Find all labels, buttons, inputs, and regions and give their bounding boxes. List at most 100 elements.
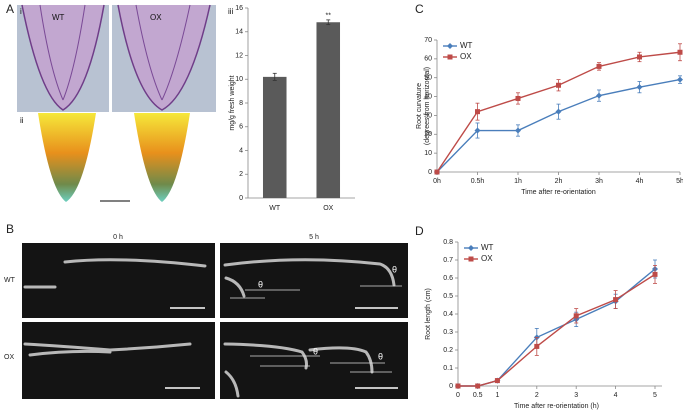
y-tick-label: 50 [424, 75, 432, 82]
legend-label: OX [481, 254, 493, 263]
y-axis-label: mg/g fresh weight [229, 75, 236, 130]
y-tick-label: 0 [428, 169, 432, 176]
marker [434, 169, 440, 175]
y-tick-label: 10 [235, 76, 243, 83]
y-tick-label: 12 [235, 52, 243, 59]
time-label: 0 h [113, 234, 123, 241]
legend-marker [447, 54, 453, 60]
x-tick-label: 4 [614, 392, 618, 399]
x-tick-label: 2 [535, 392, 539, 399]
angle-label: θ [258, 279, 263, 289]
significance: ** [326, 13, 332, 20]
x-tick-label: 2h [555, 178, 563, 185]
angle-label: θ [313, 346, 318, 356]
x-tick-label: 3 [574, 392, 578, 399]
y-tick-label: 30 [424, 112, 432, 119]
y-axis-label: Root curvature [416, 83, 423, 129]
legend-marker [447, 43, 453, 49]
genotype-label: OX [4, 354, 14, 361]
y-tick-label: 0.7 [443, 257, 453, 264]
x-tick-label: 3h [595, 178, 603, 185]
y-axis-label: Root length (cm) [425, 288, 432, 340]
angle-label: θ [378, 351, 383, 361]
legend-marker [468, 256, 474, 262]
legend-label: WT [460, 41, 473, 50]
marker [596, 63, 602, 69]
marker [475, 383, 481, 389]
x-tick-label: 1h [514, 178, 522, 185]
marker [515, 127, 521, 134]
series-line [458, 273, 656, 387]
y-tick-label: 0.2 [443, 347, 453, 354]
marker [556, 82, 561, 88]
y-tick-label: 2 [239, 171, 243, 178]
time-label: 5 h [309, 234, 319, 241]
y-axis-label: (degrees from horizontal) [424, 67, 431, 145]
marker [677, 76, 683, 83]
y-tick-label: 8 [239, 100, 243, 107]
marker [555, 108, 562, 115]
genotype-label: OX [150, 13, 162, 22]
y-tick-label: 0.3 [443, 329, 453, 336]
series-line [436, 78, 681, 173]
genotype-label: WT [52, 13, 65, 22]
x-tick-label: 0.5 [473, 392, 483, 399]
x-tick-label: 5 [653, 392, 657, 399]
x-tick-label: 0h [433, 178, 441, 185]
x-tick-label: 0.5h [471, 178, 485, 185]
angle-label: θ [392, 264, 397, 274]
series-line [458, 268, 656, 387]
marker [613, 297, 619, 303]
y-tick-label: 0 [449, 383, 453, 390]
legend-label: OX [460, 52, 472, 61]
y-tick-label: 0.8 [443, 239, 453, 246]
marker [573, 313, 579, 319]
subpanel-label: i [20, 7, 22, 16]
marker [475, 109, 480, 115]
y-tick-label: 6 [239, 124, 243, 131]
y-tick-label: 0 [239, 195, 243, 202]
x-tick-label: WT [269, 205, 281, 212]
genotype-label: WT [4, 277, 16, 284]
marker [515, 95, 521, 101]
marker [637, 54, 642, 60]
marker [636, 84, 643, 91]
x-tick-label: 5h [676, 178, 683, 185]
marker [652, 271, 658, 277]
y-tick-label: 10 [424, 150, 432, 157]
marker [534, 343, 540, 349]
y-tick-label: 0.1 [443, 365, 453, 372]
panel-label: C [415, 2, 424, 16]
y-tick-label: 40 [424, 93, 432, 100]
y-tick-label: 70 [424, 37, 432, 44]
panel-b-images [22, 243, 408, 399]
subpanel-label: iii [228, 7, 234, 16]
legend-marker [468, 245, 474, 251]
x-tick-label: 1 [495, 392, 499, 399]
y-tick-label: 16 [235, 5, 243, 12]
y-tick-label: 14 [235, 29, 243, 36]
panel-label: B [6, 222, 14, 236]
marker [455, 383, 461, 389]
marker [474, 127, 481, 134]
x-tick-label: OX [323, 205, 333, 212]
y-tick-label: 0.6 [443, 275, 453, 282]
y-tick-label: 20 [424, 131, 432, 138]
marker [677, 49, 683, 55]
panel-label: D [415, 224, 424, 238]
bar [262, 76, 287, 198]
y-tick-label: 60 [424, 56, 432, 63]
marker [596, 92, 602, 99]
bar [316, 22, 341, 198]
x-tick-label: 0 [456, 392, 460, 399]
panel-a-images [17, 4, 216, 202]
y-tick-label: 0.5 [443, 293, 453, 300]
legend-label: WT [481, 243, 494, 252]
y-tick-label: 0.4 [443, 311, 453, 318]
x-axis-label: Time after re-orientation [521, 189, 596, 196]
panel-label: A [6, 2, 14, 16]
x-tick-label: 4h [636, 178, 644, 185]
y-tick-label: 4 [239, 147, 243, 154]
x-axis-label: Time after re-orientation (h) [514, 403, 599, 410]
